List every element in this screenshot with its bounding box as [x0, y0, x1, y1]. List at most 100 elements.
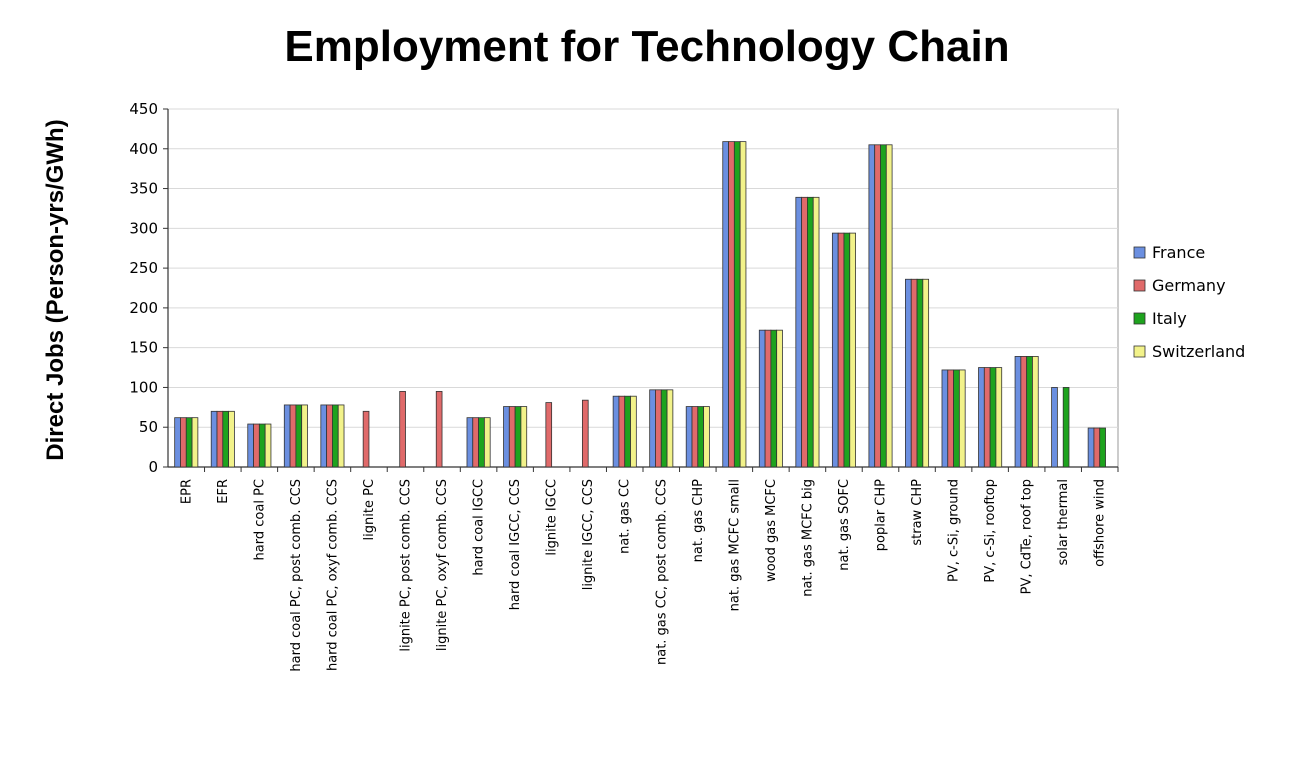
bar-france: [247, 423, 254, 468]
bar-switzerland: [264, 423, 272, 468]
plot-area: [167, 108, 1119, 468]
bar-germany: [983, 367, 991, 468]
x-tick-label: EFR: [216, 479, 231, 504]
bar-france: [978, 367, 985, 468]
bar-germany: [472, 417, 479, 468]
bar-germany: [399, 391, 406, 468]
legend-swatch: [1133, 246, 1146, 259]
bar-italy: [1099, 427, 1106, 468]
bar-germany: [180, 417, 187, 468]
bar-italy: [1026, 356, 1033, 468]
bar-germany: [728, 141, 735, 468]
bar-germany: [618, 395, 626, 468]
x-tick-label: hard coal PC, oxyf comb. CCS: [325, 479, 340, 671]
y-tick-label: 450: [129, 100, 158, 118]
bar-italy: [332, 404, 339, 468]
bar-switzerland: [483, 417, 491, 468]
x-tick-label: nat. gas SOFC: [837, 479, 852, 571]
legend-label: France: [1152, 243, 1205, 262]
bar-italy: [807, 196, 814, 468]
bar-france: [758, 329, 766, 468]
legend-swatch: [1133, 312, 1146, 325]
y-tick-labels: 0 50 100 150 200 250 300 350 400 450: [129, 100, 158, 476]
x-tick-label: PV, c-Si, ground: [947, 479, 962, 582]
legend-swatch: [1133, 345, 1146, 358]
y-tick-label: 300: [129, 219, 158, 237]
bar-germany: [1020, 356, 1028, 468]
bar-france: [210, 410, 218, 468]
x-tick-label: PV, c-Si, rooftop: [983, 479, 998, 583]
x-tick-label: hard coal PC, post comb. CCS: [289, 479, 304, 672]
x-tick-label: wood gas MCFC: [764, 479, 779, 582]
bar-switzerland: [922, 278, 930, 468]
bar-germany: [545, 402, 553, 468]
bar-france: [174, 417, 181, 468]
bar-switzerland: [191, 417, 199, 468]
bar-france: [941, 369, 949, 468]
bar-germany: [947, 369, 954, 468]
bar-italy: [660, 389, 668, 468]
bar-france: [612, 395, 620, 468]
bar-italy: [916, 278, 924, 468]
bar-switzerland: [849, 232, 856, 468]
bar-switzerland: [739, 141, 747, 468]
bar-germany: [216, 410, 224, 468]
bar-switzerland: [703, 406, 710, 468]
bar-france: [320, 404, 328, 468]
bar-france: [283, 404, 291, 468]
x-tick-label: lignite IGCC, CCS: [581, 479, 596, 590]
bar-germany: [435, 391, 443, 468]
x-tick-label: hard coal IGCC, CCS: [508, 479, 523, 610]
bar-france: [503, 406, 510, 468]
bar-france: [1087, 427, 1095, 468]
y-tick-label: 400: [129, 140, 158, 158]
bar-germany: [691, 406, 699, 468]
bar-switzerland: [228, 410, 235, 468]
y-tick-label: 50: [139, 418, 158, 436]
bar-switzerland: [1032, 356, 1039, 468]
bar-germany: [1093, 427, 1101, 468]
x-tick-label: lignite IGCC: [545, 479, 560, 556]
bar-france: [868, 144, 876, 468]
bar-germany: [508, 406, 516, 468]
bar-italy: [770, 329, 778, 468]
bar-switzerland: [958, 369, 966, 468]
gridlines: [167, 108, 1119, 468]
x-tick-label: poplar CHP: [874, 479, 889, 551]
bar-france: [905, 278, 912, 468]
x-tick-label: straw CHP: [910, 479, 925, 546]
x-tick-label: solar thermal: [1056, 479, 1071, 565]
bar-italy: [185, 417, 193, 468]
chart-title: Employment for Technology Chain: [284, 22, 1010, 71]
x-tick-label: lignite PC, post comb. CCS: [399, 479, 414, 652]
x-tick-label: nat. gas MCFC big: [800, 479, 815, 597]
y-tick-label: 0: [148, 458, 158, 476]
bar-italy: [1062, 387, 1070, 468]
y-tick-label: 100: [129, 378, 158, 396]
bar-italy: [697, 406, 705, 468]
bar-switzerland: [776, 329, 783, 468]
x-tick-label: lignite PC, oxyf comb. CCS: [435, 479, 450, 651]
bar-germany: [837, 232, 845, 468]
bar-france: [831, 232, 839, 468]
bar-germany: [253, 423, 260, 468]
x-tick-label: nat. gas CHP: [691, 479, 706, 563]
bar-germany: [910, 278, 918, 468]
bar-italy: [953, 369, 960, 468]
bars: [174, 141, 1106, 468]
bar-germany: [581, 399, 589, 468]
category-labels: EPR EFR hard coal PC hard coal PC, post com…: [179, 479, 1107, 672]
y-tick-label: 250: [129, 259, 158, 277]
y-tick-label: 150: [129, 339, 158, 357]
legend-label: Italy: [1152, 309, 1187, 328]
bar-switzerland: [630, 395, 637, 468]
legend-label: Switzerland: [1152, 342, 1245, 361]
bar-italy: [295, 404, 303, 468]
bar-italy: [843, 232, 851, 468]
bar-germany: [801, 196, 808, 468]
bar-france: [1014, 356, 1022, 468]
bar-switzerland: [885, 144, 893, 468]
x-tick-label: nat. gas MCFC small: [727, 479, 742, 611]
bar-germany: [655, 389, 662, 468]
bar-france: [722, 141, 729, 468]
